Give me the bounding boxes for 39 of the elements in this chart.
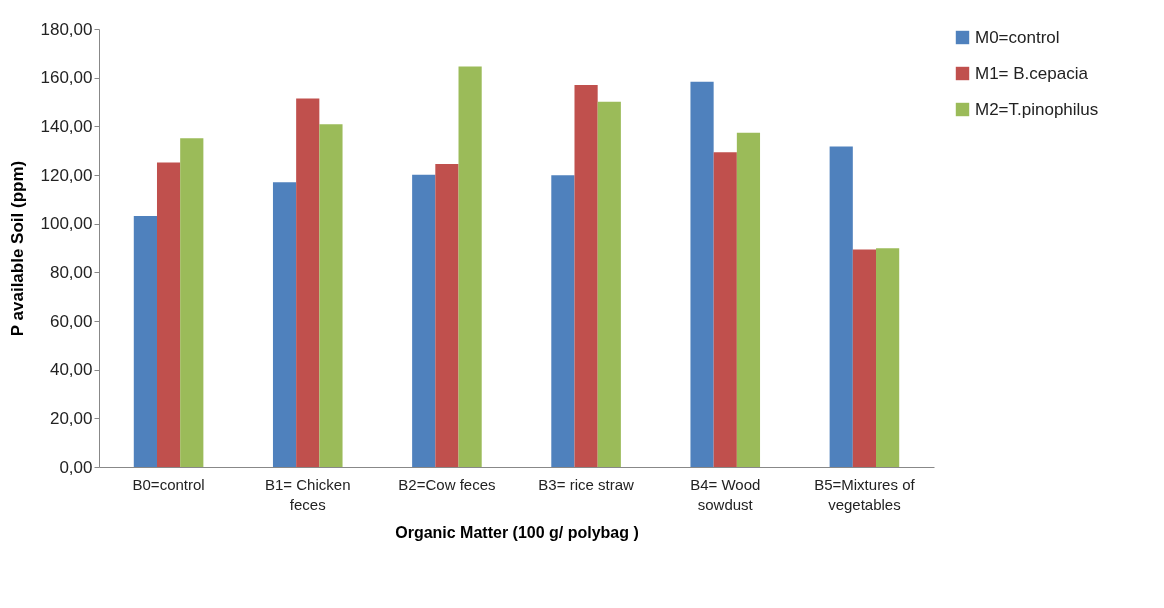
bar <box>574 84 598 467</box>
bar <box>180 138 204 467</box>
bar <box>156 162 181 467</box>
x-axis-title: Organic Matter (100 g/ polybag ) <box>395 523 639 541</box>
bar <box>319 124 343 467</box>
legend-label: M0=control <box>975 27 1060 47</box>
x-tick-label: B4= Wood sowdust <box>690 475 761 513</box>
y-tick-label: 120,00 <box>40 165 93 185</box>
bar <box>296 98 320 467</box>
y-tick-label: 140,00 <box>40 116 93 136</box>
bar <box>435 164 459 467</box>
y-tick-label: 180,00 <box>40 19 93 39</box>
x-tick-label: B0=control <box>132 475 205 493</box>
bar <box>829 146 853 467</box>
bar <box>690 81 714 467</box>
bar <box>551 175 575 467</box>
y-tick-label: 0,00 <box>59 457 93 477</box>
y-tick-label: 40,00 <box>49 360 93 380</box>
legend-label: M1= B.cepacia <box>975 63 1089 83</box>
y-tick-label: 100,00 <box>40 214 93 234</box>
bar <box>133 215 157 467</box>
x-tick-label: B3= rice straw <box>538 475 634 493</box>
y-tick-label: 20,00 <box>49 408 93 428</box>
y-axis-title: P available Soil (ppm) <box>7 160 27 337</box>
y-tick-label: 60,00 <box>49 311 93 331</box>
y-tick-label: 160,00 <box>40 68 93 88</box>
x-tick-label: B1= Chicken feces <box>265 475 351 513</box>
bar <box>458 66 482 467</box>
bar <box>272 182 297 467</box>
y-tick-label: 80,00 <box>49 262 93 282</box>
bar <box>412 174 436 467</box>
bar <box>736 132 761 467</box>
x-tick-label: B2=Cow feces <box>398 475 496 493</box>
bar <box>597 101 621 467</box>
x-tick-label: B5=Mixtures of vegetables <box>814 475 916 513</box>
bar <box>876 248 900 467</box>
bar <box>852 249 877 467</box>
bar <box>713 152 737 467</box>
legend-label: M2=T.pinophilus <box>975 99 1099 119</box>
